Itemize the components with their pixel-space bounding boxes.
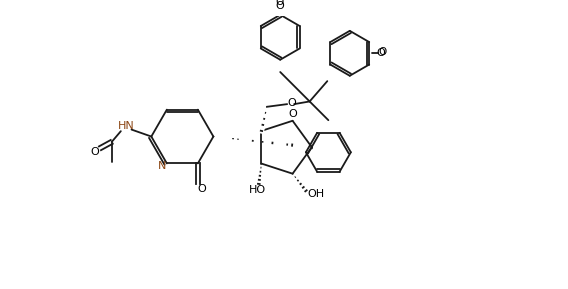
Text: O: O (287, 98, 296, 108)
Text: O: O (90, 147, 99, 157)
Text: O: O (276, 1, 285, 11)
Text: O: O (379, 47, 387, 57)
Text: OH: OH (307, 189, 324, 199)
Text: N: N (158, 161, 167, 171)
Text: O: O (275, 0, 283, 8)
Text: O: O (377, 48, 385, 58)
Text: HO: HO (249, 185, 266, 195)
Text: O: O (198, 184, 207, 194)
Text: O: O (288, 109, 297, 119)
Text: HN: HN (118, 121, 135, 131)
